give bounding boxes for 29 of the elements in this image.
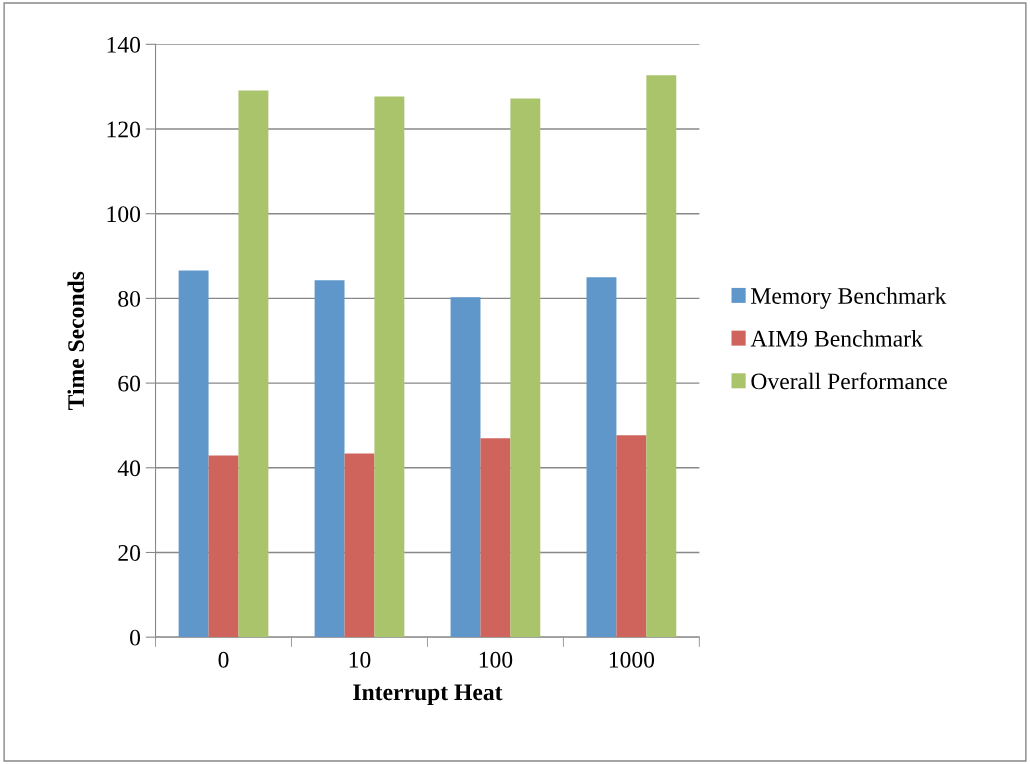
bar [238,90,269,638]
x-tick-label: 100 [479,651,513,668]
x-tick-label: 10 [349,651,371,668]
bar [646,75,677,638]
y-tick-label: 120 [107,121,141,138]
x-tick-label: 1000 [609,651,655,668]
y-tick-label: 0 [130,629,141,646]
bar [450,297,481,638]
bar [178,270,209,638]
bar [314,280,345,638]
legend-label: Memory Benchmark [751,287,947,309]
legend-label: AIM9 Benchmark [750,330,923,347]
bar [344,453,375,638]
x-axis-title: Interrupt Heat [353,684,503,705]
bar [616,435,647,638]
y-tick-label: 60 [118,375,141,392]
y-tick-label: 80 [118,290,141,307]
y-axis-title: Time Seconds [67,271,85,411]
bar [374,96,405,638]
bar [480,438,511,638]
bar [586,277,617,638]
y-tick-label: 40 [117,460,141,477]
legend-label: Overall Performance [751,372,947,390]
y-tick-label: 20 [118,544,141,561]
bar [208,455,239,638]
bar [510,98,541,638]
y-tick-label: 140 [107,36,141,53]
y-tick-label: 100 [107,206,141,223]
x-tick-label: 0 [218,651,229,668]
